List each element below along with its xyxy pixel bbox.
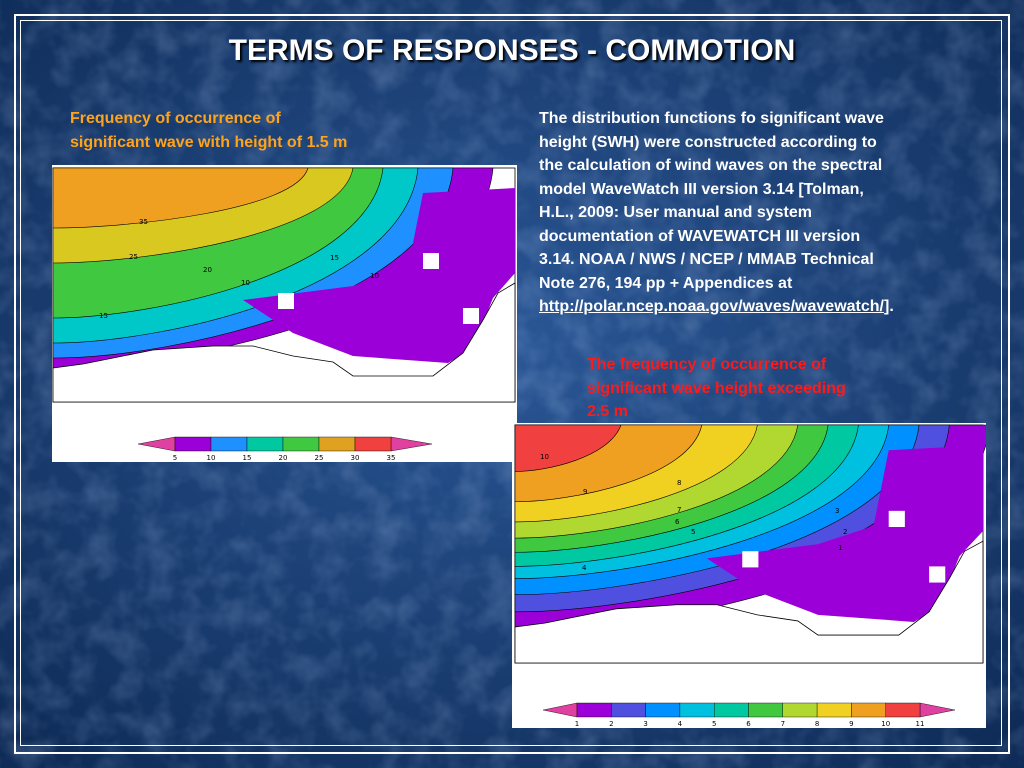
contour-label: 3 — [835, 507, 839, 515]
missing-data-cell — [929, 566, 946, 583]
description-line: http://polar.ncep.noaa.gov/waves/wavewat… — [539, 295, 894, 319]
contour-label: 25 — [129, 253, 138, 261]
colorbar-segment — [748, 702, 783, 718]
sea-region-east — [243, 188, 515, 363]
description-line: model WaveWatch III version 3.14 [Tolman… — [539, 180, 864, 198]
contour-label: 20 — [203, 266, 212, 274]
colorbar-end — [137, 436, 176, 452]
description-line: documentation of WAVEWATCH III version — [539, 227, 861, 245]
colorbar-label: 30 — [351, 454, 360, 462]
frequency-map-1-5m: 35 25 20 15 10 10 15 5 10 15 20 25 30 35 — [52, 165, 517, 462]
colorbar-label: 9 — [849, 720, 853, 728]
contour-label: 10 — [241, 279, 250, 287]
colorbar-segment — [318, 436, 356, 452]
colorbar-end — [390, 436, 433, 452]
colorbar-segment — [246, 436, 284, 452]
sea-band — [52, 167, 309, 229]
contour-label: 35 — [139, 218, 148, 226]
caption-line: significant wave with height of 1.5 m — [70, 133, 348, 151]
link-suffix: ]. — [883, 298, 894, 315]
colorbar-segment — [851, 702, 886, 718]
missing-data-cell — [423, 253, 439, 269]
colorbar-segment — [210, 436, 248, 452]
description-line: 3.14. NOAA / NWS / NCEP / MMAB Technical — [539, 251, 874, 268]
description-line: The distribution functions fo significan… — [539, 110, 884, 127]
description-line: H.L., 2009: User manual and system — [539, 204, 812, 221]
colorbar-label: 7 — [781, 720, 785, 728]
colorbar-segment — [576, 702, 612, 718]
caption-line: significant wave height exceeding — [587, 379, 846, 397]
colorbar-label: 3 — [643, 720, 647, 728]
contour-label: 4 — [582, 564, 587, 572]
colorbar-segment — [679, 702, 715, 718]
slide-title: TERMS OF RESPONSES - COMMOTION — [228, 34, 796, 67]
land — [514, 540, 984, 664]
colorbar-label: 5 — [173, 454, 177, 462]
contour-label: 10 — [540, 453, 549, 461]
colorbar-segment — [645, 702, 681, 718]
colorbar-segment — [611, 702, 646, 718]
contour-label: 2 — [843, 528, 847, 536]
inner-border — [20, 20, 1002, 746]
contour-label: 5 — [691, 528, 695, 536]
caption-line: 2.5 m — [587, 403, 628, 420]
colorbar-segment — [782, 702, 818, 718]
left-caption: Frequency of occurrence of significant w… — [70, 107, 347, 154]
description-line: height (SWH) were constructed according … — [539, 133, 877, 151]
right-caption: The frequency of occurrence of significa… — [587, 353, 846, 424]
colorbar-label: 6 — [746, 720, 751, 728]
caption-line: Frequency of occurrence of — [70, 110, 281, 127]
land — [52, 282, 516, 403]
colorbar-label: 2 — [609, 720, 613, 728]
sea-region-east — [706, 445, 983, 622]
colorbar-end — [919, 702, 956, 718]
colorbar-label: 1 — [575, 720, 579, 728]
contour-label: 15 — [330, 254, 339, 262]
missing-data-cell — [888, 510, 905, 528]
colorbar-segment — [174, 436, 212, 452]
colorbar-label: 15 — [243, 454, 252, 462]
colorbar-segment — [282, 436, 320, 452]
colorbar-segment — [713, 702, 749, 718]
contour-label: 6 — [675, 518, 680, 526]
colorbar-label: 5 — [712, 720, 716, 728]
colorbar-label: 20 — [279, 454, 288, 462]
description-line: the calculation of wind waves on the spe… — [539, 157, 883, 174]
contour-label: 7 — [677, 506, 681, 514]
frequency-map-2-5m: 10 9 8 7 6 5 3 2 1 4 1 2 3 4 5 6 7 8 9 10 11 — [512, 423, 986, 728]
colorbar-label: 11 — [916, 720, 925, 728]
colorbar-segment — [354, 436, 392, 452]
missing-data-cell — [742, 551, 759, 568]
colorbar-label: 4 — [678, 720, 683, 728]
colorbar-label: 10 — [207, 454, 216, 462]
contour-label: 1 — [838, 544, 842, 552]
reference-link[interactable]: http://polar.ncep.noaa.gov/waves/wavewat… — [539, 298, 884, 315]
colorbar-label: 25 — [315, 454, 324, 462]
description: The distribution functions fo significan… — [539, 107, 894, 319]
caption-line: The frequency of occurrence of — [587, 356, 827, 373]
colorbar-label: 8 — [815, 720, 819, 728]
contour-label: 10 — [370, 272, 379, 280]
description-line: Note 276, 194 pp + Appendices at — [539, 274, 793, 292]
contour-label: 9 — [583, 488, 587, 496]
colorbar-segment — [816, 702, 852, 718]
colorbar-label: 10 — [881, 720, 890, 728]
colorbar-segment — [885, 702, 921, 718]
sea-band — [514, 424, 622, 472]
colorbar-label: 35 — [387, 454, 396, 462]
contour-label: 15 — [99, 312, 108, 320]
contour-label: 8 — [677, 479, 681, 487]
colorbar-end — [542, 702, 578, 718]
missing-data-cell — [463, 308, 479, 324]
outer-border — [14, 14, 1010, 754]
missing-data-cell — [278, 293, 294, 309]
